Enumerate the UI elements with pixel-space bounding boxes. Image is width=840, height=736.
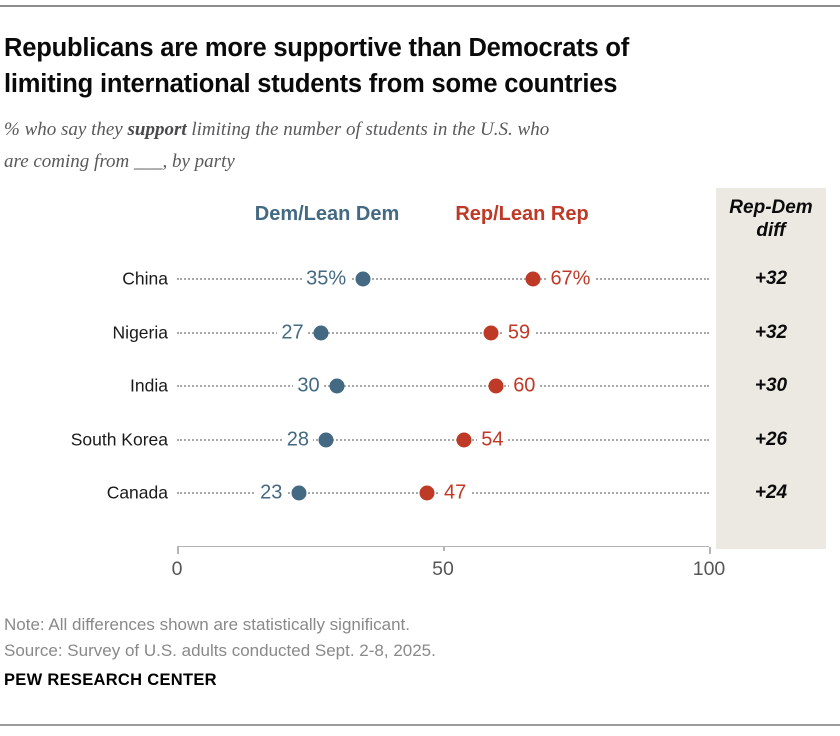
rep-dot <box>456 432 472 447</box>
title-line-1: Republicans are more supportive than Dem… <box>4 34 630 62</box>
diff-value: +32 <box>754 268 788 289</box>
diff-value: +24 <box>754 482 788 503</box>
rep-value-label: 47 <box>440 481 471 505</box>
dem-dot <box>291 485 307 501</box>
bottom-divider <box>0 724 840 726</box>
subtitle-line-2: are coming from ___, by party <box>4 151 235 172</box>
rep-dot <box>525 271 541 287</box>
diff-value: +32 <box>754 321 788 343</box>
diff-header-line-2: diff <box>756 220 786 241</box>
diff-panel-header: Rep-Dem diff <box>716 196 826 242</box>
legend-dem-label: Dem/Lean Dem <box>254 203 400 225</box>
country-label: China <box>122 268 168 289</box>
rep-value-label: 67% <box>546 267 595 291</box>
brand-wordmark: PEW RESEARCH CENTER <box>4 671 217 689</box>
rep-dot <box>483 325 499 340</box>
leader-line <box>177 278 709 280</box>
note-text: Note: All differences shown are statisti… <box>4 615 410 634</box>
x-axis-tick <box>709 547 711 554</box>
x-axis-tick-label: 50 <box>432 558 454 580</box>
x-axis-line <box>177 546 709 547</box>
title-line-2: limiting international students from som… <box>4 70 618 98</box>
dem-value-label: 30 <box>293 374 324 398</box>
subtitle-bold-word: support <box>127 119 187 140</box>
rep-dot <box>419 485 435 501</box>
diff-header-line-1: Rep-Dem <box>729 197 813 218</box>
dem-value-label: 23 <box>256 481 287 505</box>
dem-value-label: 35% <box>302 267 351 291</box>
diff-value: +30 <box>754 375 788 396</box>
chart-title: Republicans are more supportive than Dem… <box>4 30 804 102</box>
dem-dot <box>355 271 371 287</box>
rep-value-label: 54 <box>477 428 508 451</box>
dem-value-label: 27 <box>277 321 308 344</box>
x-axis-tick <box>443 547 445 551</box>
rep-dot <box>488 378 504 394</box>
diff-value: +26 <box>754 428 788 450</box>
rep-value-label: 60 <box>509 374 540 398</box>
country-label: South Korea <box>70 429 168 449</box>
leader-line <box>177 438 709 441</box>
diff-panel-background <box>716 188 826 549</box>
x-axis-tick <box>177 547 179 554</box>
country-label: Canada <box>106 482 168 503</box>
source-text: Source: Survey of U.S. adults conducted … <box>4 641 436 660</box>
dem-dot <box>318 432 334 447</box>
dem-dot <box>313 325 329 340</box>
x-axis-tick-label: 100 <box>692 558 726 580</box>
rep-value-label: 59 <box>503 321 535 344</box>
top-divider <box>0 5 840 7</box>
subtitle-text-cont: limiting the number of students in the U… <box>186 119 550 140</box>
dem-value-label: 28 <box>282 428 313 451</box>
x-axis-tick-label: 0 <box>171 558 183 580</box>
dem-dot <box>329 378 345 394</box>
country-label: India <box>130 375 168 396</box>
legend-rep-label: Rep/Lean Rep <box>455 203 589 225</box>
leader-line <box>177 385 709 387</box>
chart-subtitle: % who say they support limiting the numb… <box>4 114 704 178</box>
country-label: Nigeria <box>112 322 168 342</box>
note-source-block: Note: All differences shown are statisti… <box>4 612 436 664</box>
subtitle-text: % who say they <box>4 119 128 140</box>
leader-line <box>177 331 709 334</box>
